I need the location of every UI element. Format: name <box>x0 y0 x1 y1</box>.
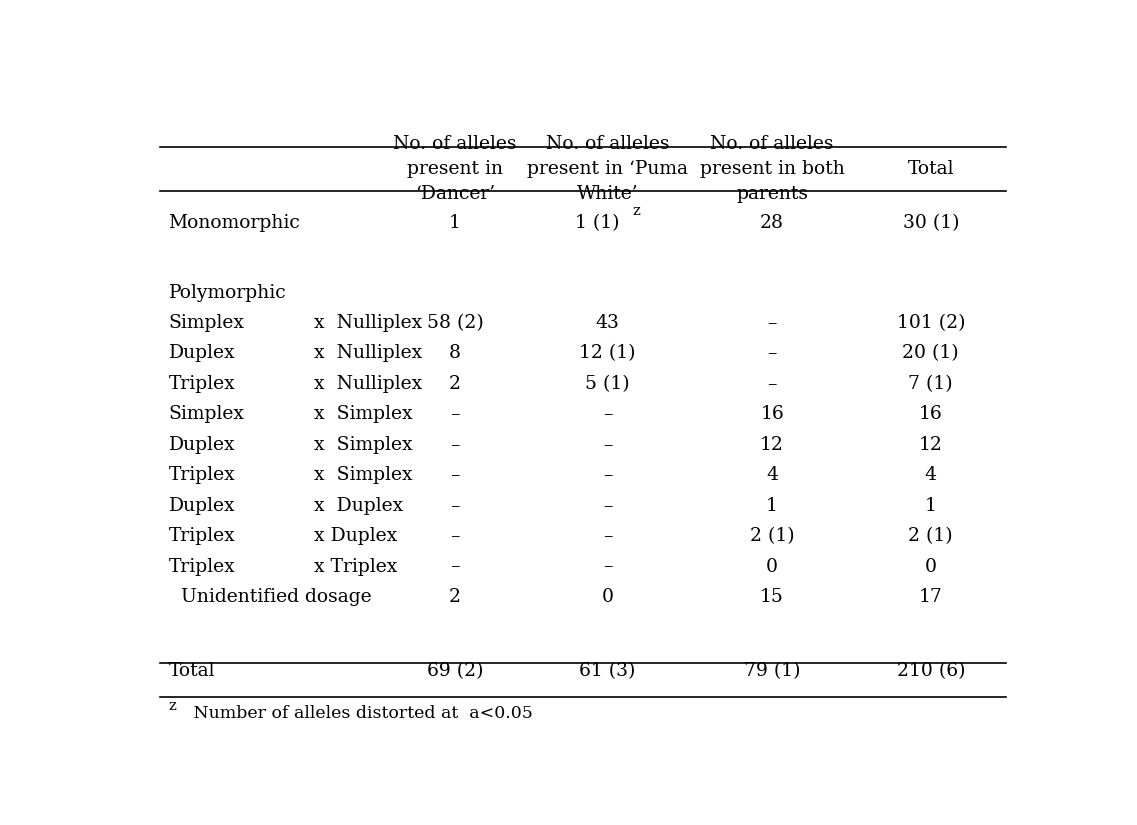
Text: 101 (2): 101 (2) <box>897 314 965 332</box>
Text: x Duplex: x Duplex <box>314 527 397 545</box>
Text: Unidentified dosage: Unidentified dosage <box>168 588 371 606</box>
Text: Triplex: Triplex <box>168 466 235 484</box>
Text: Total: Total <box>168 662 215 680</box>
Text: –: – <box>450 466 459 484</box>
Text: 28: 28 <box>761 214 785 232</box>
Text: –: – <box>767 344 777 362</box>
Text: –: – <box>603 527 612 545</box>
Text: 7 (1): 7 (1) <box>908 375 953 393</box>
Text: –: – <box>450 405 459 423</box>
Text: –: – <box>450 527 459 545</box>
Text: 43: 43 <box>596 314 620 332</box>
Text: 20 (1): 20 (1) <box>903 344 960 362</box>
Text: Simplex: Simplex <box>168 405 244 423</box>
Text: Duplex: Duplex <box>168 436 235 454</box>
Text: –: – <box>450 436 459 454</box>
Text: 17: 17 <box>919 588 943 606</box>
Text: 5 (1): 5 (1) <box>586 375 630 393</box>
Text: 16: 16 <box>919 405 943 423</box>
Text: x  Simplex: x Simplex <box>314 466 413 484</box>
Text: Triplex: Triplex <box>168 375 235 393</box>
Text: z: z <box>168 700 176 714</box>
Text: x  Nulliplex: x Nulliplex <box>314 375 422 393</box>
Text: 12: 12 <box>919 436 943 454</box>
Text: 4: 4 <box>766 466 778 484</box>
Text: 0: 0 <box>766 558 778 576</box>
Text: x  Simplex: x Simplex <box>314 405 413 423</box>
Text: 1: 1 <box>449 214 460 232</box>
Text: 61 (3): 61 (3) <box>579 662 636 680</box>
Text: Simplex: Simplex <box>168 314 244 332</box>
Text: 30 (1): 30 (1) <box>903 214 958 232</box>
Text: Triplex: Triplex <box>168 527 235 545</box>
Text: 2: 2 <box>449 588 460 606</box>
Text: Duplex: Duplex <box>168 497 235 515</box>
Text: 69 (2): 69 (2) <box>426 662 483 680</box>
Text: 2: 2 <box>449 375 460 393</box>
Text: 4: 4 <box>924 466 937 484</box>
Text: 58 (2): 58 (2) <box>426 314 483 332</box>
Text: –: – <box>767 314 777 332</box>
Text: –: – <box>450 497 459 515</box>
Text: Total: Total <box>907 160 954 178</box>
Text: 12: 12 <box>761 436 785 454</box>
Text: –: – <box>603 497 612 515</box>
Text: x  Nulliplex: x Nulliplex <box>314 344 422 362</box>
Text: –: – <box>603 405 612 423</box>
Text: No. of alleles
present in
‘Dancer’: No. of alleles present in ‘Dancer’ <box>393 134 516 203</box>
Text: No. of alleles
present in both
parents: No. of alleles present in both parents <box>699 134 845 203</box>
Text: Duplex: Duplex <box>168 344 235 362</box>
Text: Monomorphic: Monomorphic <box>168 214 300 232</box>
Text: 210 (6): 210 (6) <box>897 662 965 680</box>
Text: 15: 15 <box>761 588 785 606</box>
Text: –: – <box>603 466 612 484</box>
Text: x Triplex: x Triplex <box>314 558 397 576</box>
Text: z: z <box>632 205 640 219</box>
Text: –: – <box>603 436 612 454</box>
Text: 1: 1 <box>924 497 937 515</box>
Text: Polymorphic: Polymorphic <box>168 284 287 302</box>
Text: 1: 1 <box>766 497 778 515</box>
Text: 16: 16 <box>761 405 785 423</box>
Text: 79 (1): 79 (1) <box>744 662 800 680</box>
Text: 8: 8 <box>449 344 460 362</box>
Text: Triplex: Triplex <box>168 558 235 576</box>
Text: No. of alleles
present in ‘Puma
White’: No. of alleles present in ‘Puma White’ <box>526 134 688 203</box>
Text: 12 (1): 12 (1) <box>579 344 636 362</box>
Text: –: – <box>767 375 777 393</box>
Text: 0: 0 <box>601 588 613 606</box>
Text: 2 (1): 2 (1) <box>908 527 953 545</box>
Text: 1 (1): 1 (1) <box>574 214 619 232</box>
Text: –: – <box>450 558 459 576</box>
Text: 0: 0 <box>924 558 937 576</box>
Text: x  Nulliplex: x Nulliplex <box>314 314 422 332</box>
Text: x  Duplex: x Duplex <box>314 497 404 515</box>
Text: –: – <box>603 558 612 576</box>
Text: Number of alleles distorted at  a<0.05: Number of alleles distorted at a<0.05 <box>188 705 533 723</box>
Text: 2 (1): 2 (1) <box>750 527 795 545</box>
Text: x  Simplex: x Simplex <box>314 436 413 454</box>
